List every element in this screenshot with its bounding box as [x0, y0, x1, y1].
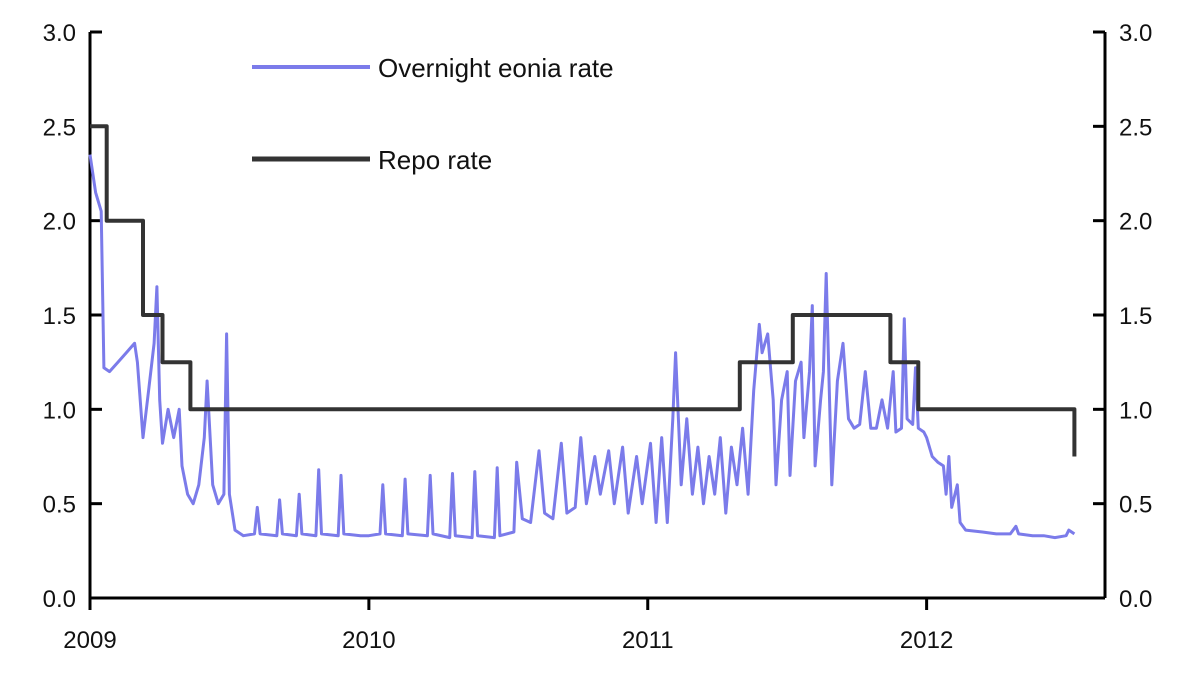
left-y-tick-label: 2.5 [43, 114, 76, 141]
left-y-tick-label: 0.5 [43, 492, 76, 519]
right-y-axis: 0.0 0.5 1.0 1.5 2.0 2.5 3.0 [1093, 20, 1152, 613]
right-y-tick-label: 1.5 [1119, 303, 1152, 330]
series-line-eonia [88, 154, 1076, 540]
right-y-tick-label: 0.0 [1119, 586, 1152, 613]
left-y-tick-label: 2.0 [43, 209, 76, 236]
left-y-axis: 0.0 0.5 1.0 1.5 2.0 2.5 3.0 [43, 20, 102, 613]
right-y-tick-label: 2.5 [1119, 114, 1152, 141]
right-y-tick-label: 2.0 [1119, 209, 1152, 236]
x-tick-label: 2012 [900, 627, 953, 654]
series-line-repo [90, 124, 1077, 457]
left-y-tick-label: 0.0 [43, 586, 76, 613]
right-y-tick-label: 3.0 [1119, 20, 1152, 47]
x-tick-label: 2010 [342, 627, 395, 654]
left-y-tick-label: 1.5 [43, 303, 76, 330]
x-tick-label: 2011 [622, 627, 674, 654]
series-layer [88, 124, 1077, 540]
left-y-tick-label: 3.0 [43, 20, 76, 47]
legend-label-eonia: Overnight eonia rate [378, 53, 614, 83]
right-y-tick-label: 0.5 [1119, 492, 1152, 519]
right-y-tick-label: 1.0 [1119, 397, 1152, 424]
x-tick-label: 2009 [63, 627, 116, 654]
x-axis: 2009 2010 2011 2012 [63, 596, 1105, 654]
left-y-tick-label: 1.0 [43, 397, 76, 424]
legend-label-repo: Repo rate [378, 145, 492, 175]
legend: Overnight eonia rate Repo rate [252, 53, 614, 175]
